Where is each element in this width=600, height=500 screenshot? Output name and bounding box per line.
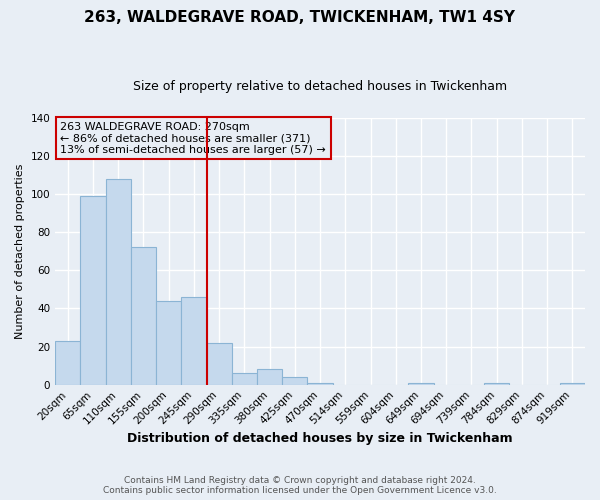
- X-axis label: Distribution of detached houses by size in Twickenham: Distribution of detached houses by size …: [127, 432, 513, 445]
- Bar: [484, 383, 509, 384]
- Title: Size of property relative to detached houses in Twickenham: Size of property relative to detached ho…: [133, 80, 507, 93]
- Bar: [307, 383, 332, 384]
- Text: Contains HM Land Registry data © Crown copyright and database right 2024.
Contai: Contains HM Land Registry data © Crown c…: [103, 476, 497, 495]
- Bar: [560, 383, 585, 384]
- Bar: [282, 377, 307, 384]
- Bar: [206, 343, 232, 384]
- Y-axis label: Number of detached properties: Number of detached properties: [15, 164, 25, 339]
- Text: 263 WALDEGRAVE ROAD: 270sqm
← 86% of detached houses are smaller (371)
13% of se: 263 WALDEGRAVE ROAD: 270sqm ← 86% of det…: [61, 122, 326, 155]
- Bar: [181, 297, 206, 384]
- Bar: [131, 248, 156, 384]
- Bar: [257, 370, 282, 384]
- Bar: [55, 341, 80, 384]
- Bar: [409, 383, 434, 384]
- Bar: [80, 196, 106, 384]
- Text: 263, WALDEGRAVE ROAD, TWICKENHAM, TW1 4SY: 263, WALDEGRAVE ROAD, TWICKENHAM, TW1 4S…: [85, 10, 515, 25]
- Bar: [232, 374, 257, 384]
- Bar: [156, 301, 181, 384]
- Bar: [106, 179, 131, 384]
